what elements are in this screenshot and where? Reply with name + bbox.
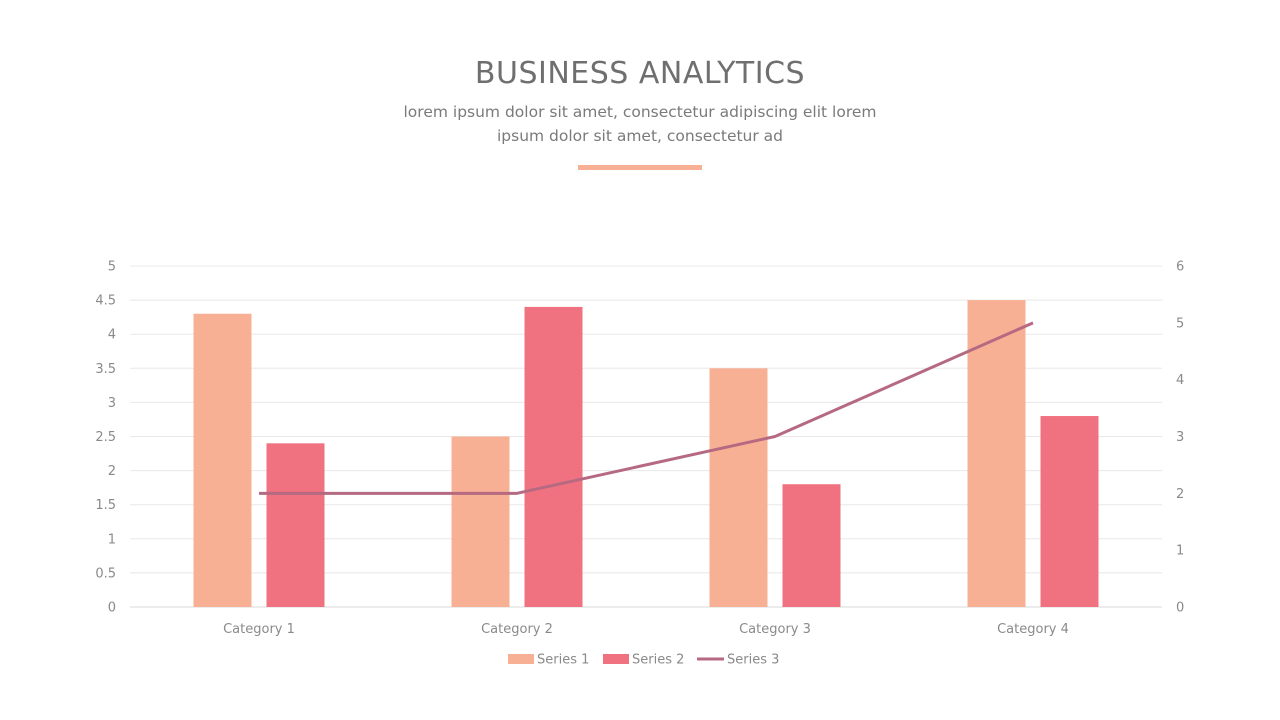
bar-series-1 xyxy=(967,300,1026,607)
legend-label-series-3: Series 3 xyxy=(727,653,779,668)
y-left-tick-label: 2 xyxy=(108,464,116,479)
y-left-tick-label: 5 xyxy=(108,260,116,275)
x-category-label: Category 3 xyxy=(739,622,811,637)
page-subtitle: lorem ipsum dolor sit amet, consectetur … xyxy=(403,103,877,145)
y-left-tick-label: 1.5 xyxy=(95,498,116,513)
bar-series-2 xyxy=(1040,416,1099,607)
y-right-tick-label: 6 xyxy=(1176,260,1184,275)
x-category-label: Category 1 xyxy=(223,622,295,637)
y-right-tick-label: 4 xyxy=(1176,373,1184,388)
bar-series-1 xyxy=(709,368,768,607)
legend-swatch-series-2 xyxy=(603,654,629,664)
bar-series-2 xyxy=(524,306,583,607)
bars-layer xyxy=(193,300,1099,607)
y-left-tick-label: 0 xyxy=(108,601,116,616)
legend-swatch-series-1 xyxy=(508,654,534,664)
bar-series-2 xyxy=(782,484,841,607)
legend-label-series-1: Series 1 xyxy=(537,653,589,668)
y-right-tick-label: 5 xyxy=(1176,316,1184,331)
y-left-tick-label: 3.5 xyxy=(95,362,116,377)
y-right-tick-label: 1 xyxy=(1176,544,1184,559)
y-left-tick-label: 3 xyxy=(108,396,116,411)
y-right-tick-label: 2 xyxy=(1176,487,1184,502)
title-underline xyxy=(578,165,702,170)
y-left-tick-label: 4 xyxy=(108,328,116,343)
y-left-tick-label: 0.5 xyxy=(95,566,116,581)
y-left-tick-label: 2.5 xyxy=(95,430,116,445)
legend-layer: Series 1 Series 2 Series 3 xyxy=(508,653,779,668)
line-series-3 xyxy=(259,321,1034,495)
page-title: BUSINESS ANALYTICS xyxy=(474,56,806,91)
bar-series-2 xyxy=(266,443,325,607)
bar-series-1 xyxy=(193,313,252,607)
y-right-tick-label: 3 xyxy=(1176,430,1184,445)
x-category-label: Category 4 xyxy=(997,622,1069,637)
y-left-tick-label: 1 xyxy=(108,532,116,547)
y-left-tick-label: 4.5 xyxy=(95,294,116,309)
y-right-tick-label: 0 xyxy=(1176,601,1184,616)
x-category-label: Category 2 xyxy=(481,622,553,637)
axis-layer: 0 0.5 1 1.5 2 2.5 3 3.5 4 4.5 5 0 1 2 3 4 5 6 Category 1 Ca… xyxy=(95,260,1184,638)
legend-label-series-2: Series 2 xyxy=(632,653,684,668)
bar-series-1 xyxy=(451,436,510,607)
line-layer xyxy=(259,321,1034,495)
